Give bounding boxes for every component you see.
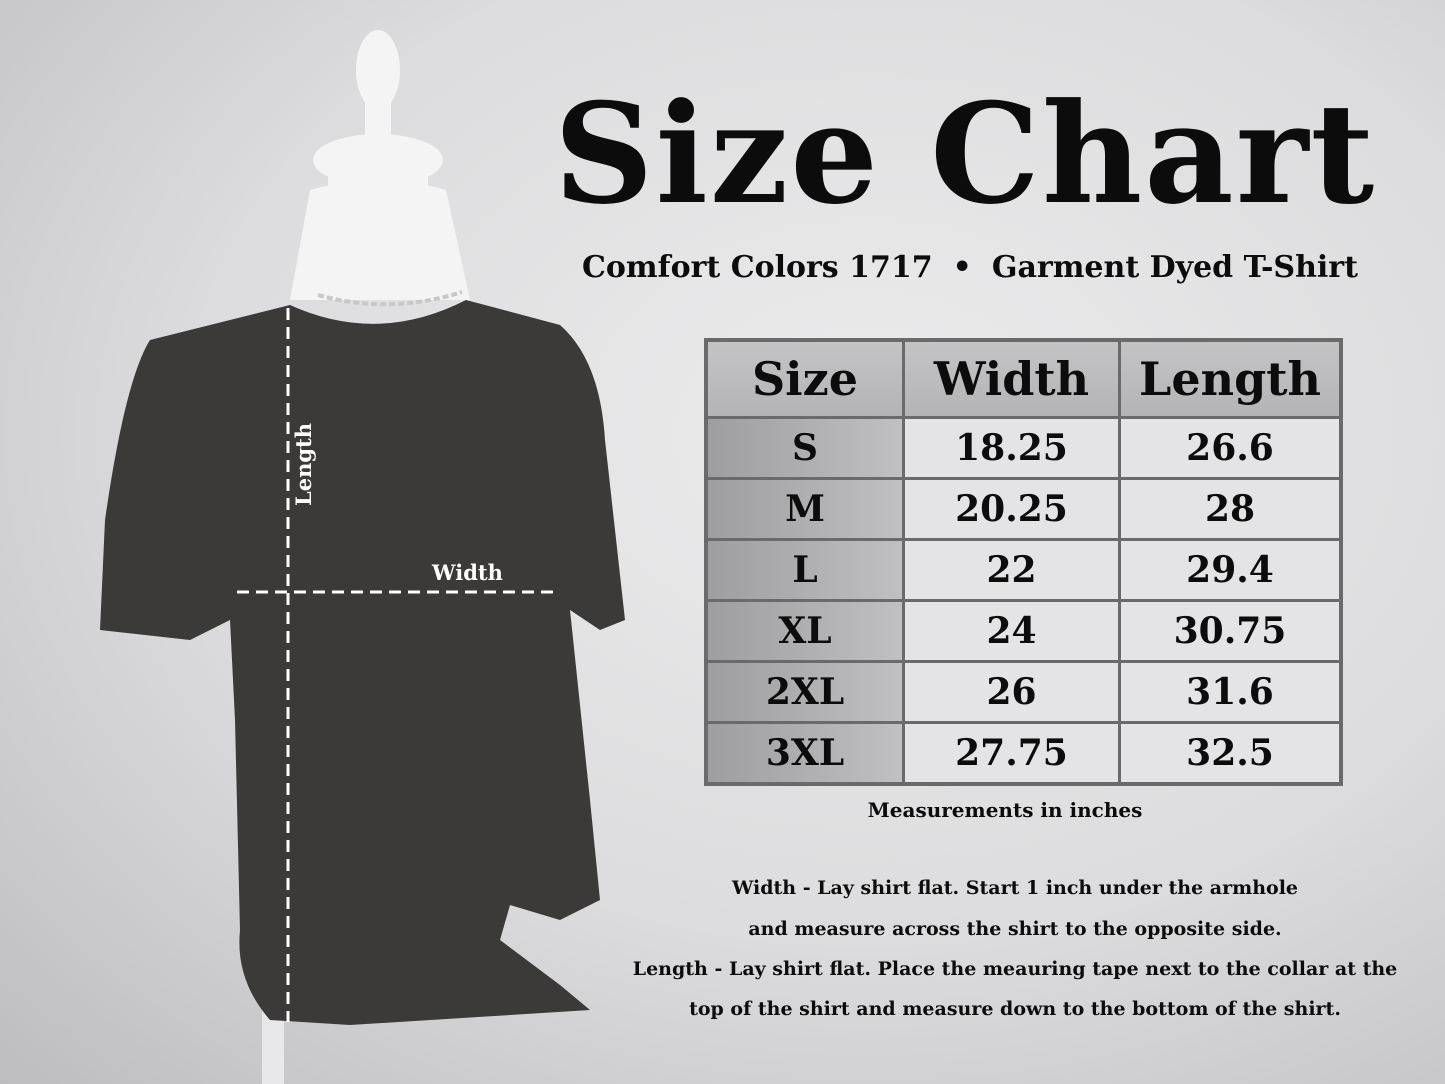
separator: • xyxy=(952,250,972,285)
table-row: XL 24 30.75 xyxy=(704,599,1343,663)
mannequin-neck xyxy=(290,30,470,300)
cell-width: 24 xyxy=(902,599,1121,663)
cell-size: 2XL xyxy=(704,660,905,724)
mannequin-shirt-photo xyxy=(100,30,625,1084)
cell-length: 29.4 xyxy=(1118,538,1343,602)
cell-length: 30.75 xyxy=(1118,599,1343,663)
cell-size: XL xyxy=(704,599,905,663)
page-title: Size Chart xyxy=(553,72,1377,235)
table-row: S 18.25 26.6 xyxy=(704,416,1343,480)
cell-length: 28 xyxy=(1118,477,1343,541)
length-label: Length xyxy=(291,422,317,507)
instruction-line: Width - Lay shirt flat. Start 1 inch und… xyxy=(731,877,1298,899)
cell-size: M xyxy=(704,477,905,541)
cell-size: 3XL xyxy=(704,721,905,786)
necklace xyxy=(317,290,463,307)
cell-size: S xyxy=(704,416,905,480)
cell-length: 26.6 xyxy=(1118,416,1343,480)
product-name: Comfort Colors 1717 xyxy=(582,250,933,285)
table-row: M 20.25 28 xyxy=(704,477,1343,541)
width-label: Width xyxy=(432,560,503,585)
table-row: L 22 29.4 xyxy=(704,538,1343,602)
cell-size: L xyxy=(704,538,905,602)
cell-length: 32.5 xyxy=(1118,721,1343,786)
cell-width: 18.25 xyxy=(902,416,1121,480)
cell-width: 27.75 xyxy=(902,721,1121,786)
header-length: Length xyxy=(1118,338,1343,419)
cell-length: 31.6 xyxy=(1118,660,1343,724)
header-width: Width xyxy=(902,338,1121,419)
table-row: 2XL 26 31.6 xyxy=(704,660,1343,724)
units-note: Measurements in inches xyxy=(867,798,1143,822)
instruction-line: top of the shirt and measure down to the… xyxy=(689,998,1341,1020)
cell-width: 26 xyxy=(902,660,1121,724)
cell-width: 20.25 xyxy=(902,477,1121,541)
header-size: Size xyxy=(704,338,905,419)
mannequin-stand xyxy=(262,1000,284,1084)
table-header: Size Width Length xyxy=(704,338,1343,419)
t-shirt xyxy=(100,300,625,1025)
instruction-line: Length - Lay shirt flat. Place the meaur… xyxy=(632,958,1398,980)
table-row: 3XL 27.75 32.5 xyxy=(704,721,1343,786)
cell-width: 22 xyxy=(902,538,1121,602)
product-style: Garment Dyed T-Shirt xyxy=(991,250,1358,285)
subtitle: Comfort Colors 1717 • Garment Dyed T-Shirt xyxy=(540,250,1400,285)
instruction-line: and measure across the shirt to the oppo… xyxy=(748,918,1282,940)
